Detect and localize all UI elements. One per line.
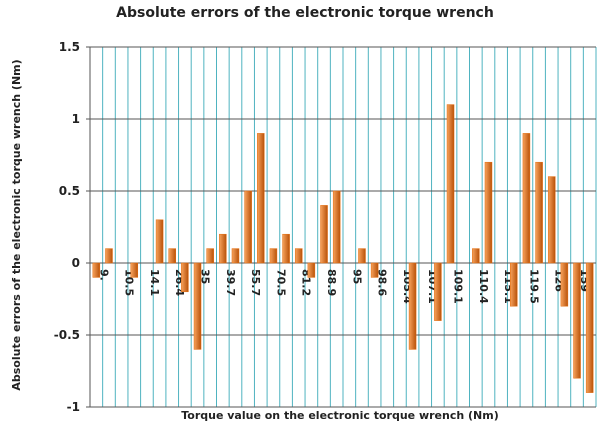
x-tick-label: 119.5: [527, 269, 540, 304]
bar: [370, 262, 379, 278]
bar: [560, 262, 569, 307]
bar: [219, 233, 227, 264]
bar: [282, 233, 290, 264]
y-tick-label: 1: [72, 112, 80, 126]
y-tick-label: 0: [72, 256, 80, 270]
x-tick-label: 98.6: [376, 269, 389, 296]
y-tick-label: 1.5: [59, 40, 80, 54]
x-tick-label: 88.9: [325, 269, 338, 296]
bar: [358, 248, 366, 264]
bar: [181, 262, 189, 293]
y-tick-label: 0.5: [59, 184, 80, 198]
bar: [244, 190, 252, 264]
x-tick-label: 109.1: [452, 269, 465, 304]
bar: [130, 262, 139, 278]
bar: [332, 190, 341, 264]
bar: [257, 133, 265, 264]
bar: [193, 262, 202, 350]
bar: [484, 161, 493, 264]
bar: [573, 262, 581, 379]
bar: [320, 205, 328, 264]
bar: [522, 133, 531, 264]
y-axis-title: Absolute errors of the electronic torque…: [10, 59, 23, 390]
bar: [269, 248, 278, 264]
y-tick-label: -1: [67, 400, 80, 414]
y-tick-label: -0.5: [54, 328, 80, 342]
bar: [231, 248, 240, 264]
bar: [472, 248, 480, 264]
chart-title: Absolute errors of the electronic torque…: [116, 5, 494, 21]
bar: [105, 248, 113, 264]
x-tick-label: 110.4: [477, 269, 490, 304]
bar: [585, 262, 594, 393]
bar: [547, 176, 556, 264]
x-axis-title: Torque value on the electronic torque wr…: [181, 409, 499, 422]
bar: [206, 248, 214, 264]
x-tick-label: 14.1: [148, 269, 161, 296]
bar: [408, 262, 417, 350]
bar: [510, 262, 518, 307]
x-tick-label: 70.5: [274, 269, 287, 296]
x-tick-label: 55.7: [249, 269, 262, 296]
bar: [92, 262, 101, 278]
x-tick-label: 95: [350, 269, 363, 284]
bar: [168, 248, 176, 264]
bar: [446, 104, 455, 264]
x-tick-label: 35: [199, 269, 212, 284]
bar: [294, 248, 303, 264]
bar: [434, 262, 442, 321]
bar: [155, 219, 164, 264]
bar: [307, 262, 316, 278]
x-tick-label: 9.: [97, 269, 110, 281]
x-tick-label: 39.7: [224, 269, 237, 296]
bar: [535, 161, 543, 264]
